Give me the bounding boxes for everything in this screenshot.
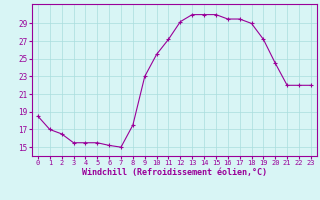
X-axis label: Windchill (Refroidissement éolien,°C): Windchill (Refroidissement éolien,°C) <box>82 168 267 177</box>
